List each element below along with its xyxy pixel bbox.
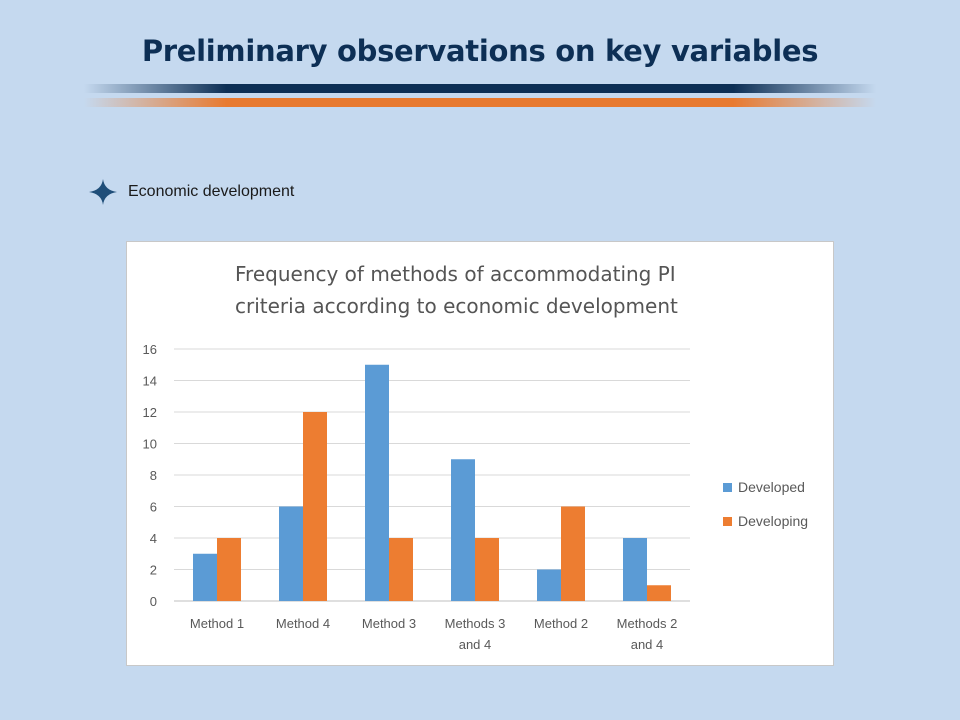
legend-swatch-developing (723, 516, 732, 526)
chart-title: Frequency of methods of accommodating PI… (235, 258, 755, 322)
x-tick-label: Method 4 (276, 616, 330, 631)
x-tick-label: Methods 3 (445, 616, 506, 631)
chart-legend: Developed Developing (723, 470, 808, 538)
bar-developing (647, 585, 671, 601)
y-tick-label: 8 (150, 468, 157, 483)
bar-developed (451, 459, 475, 601)
y-tick-label: 4 (150, 531, 157, 546)
bullet-item: Economic development (88, 178, 294, 206)
legend-item: Developed (723, 470, 808, 504)
legend-label: Developing (738, 513, 809, 529)
x-tick-label: and 4 (631, 637, 664, 652)
bullet-text: Economic development (128, 183, 295, 200)
chart-plot: 0 2 4 6 8 10 12 14 16 Method 1 Method 4 Method 3 Met… (143, 342, 690, 652)
y-tick-label: 10 (143, 437, 157, 452)
x-tick-label: Method 2 (534, 616, 588, 631)
title-rule-navy (84, 84, 876, 93)
chart-title-line: criteria according to economic developme… (235, 294, 678, 318)
y-tick-label: 12 (143, 405, 157, 420)
legend-item: Developing (723, 504, 808, 538)
x-tick-label: Method 3 (362, 616, 416, 631)
bar-developing (389, 538, 413, 601)
y-tick-label: 14 (143, 374, 157, 389)
legend-label: Developed (738, 479, 805, 495)
bar-developing (217, 538, 241, 601)
x-tick-label: Methods 2 (617, 616, 678, 631)
x-tick-label: and 4 (459, 637, 492, 652)
y-tick-label: 16 (143, 342, 157, 357)
chart-title-line: Frequency of methods of accommodating PI (235, 262, 676, 286)
four-point-star-icon (89, 179, 117, 205)
bar-developed (365, 364, 389, 601)
bar-developed (623, 538, 647, 601)
bar-developing (561, 506, 585, 601)
bar-developed (193, 553, 217, 601)
y-tick-label: 0 (150, 594, 157, 609)
bar-developed (279, 506, 303, 601)
slide-title: Preliminary observations on key variable… (141, 34, 819, 68)
chart: Frequency of methods of accommodating PI… (126, 241, 834, 666)
title-rule-orange (84, 98, 876, 107)
bar-developing (303, 412, 327, 601)
y-tick-label: 2 (150, 563, 157, 578)
y-tick-label: 6 (150, 500, 157, 515)
bar-developing (475, 538, 499, 601)
x-tick-label: Method 1 (190, 616, 244, 631)
legend-swatch-developed (723, 482, 732, 492)
bar-developed (537, 569, 561, 601)
